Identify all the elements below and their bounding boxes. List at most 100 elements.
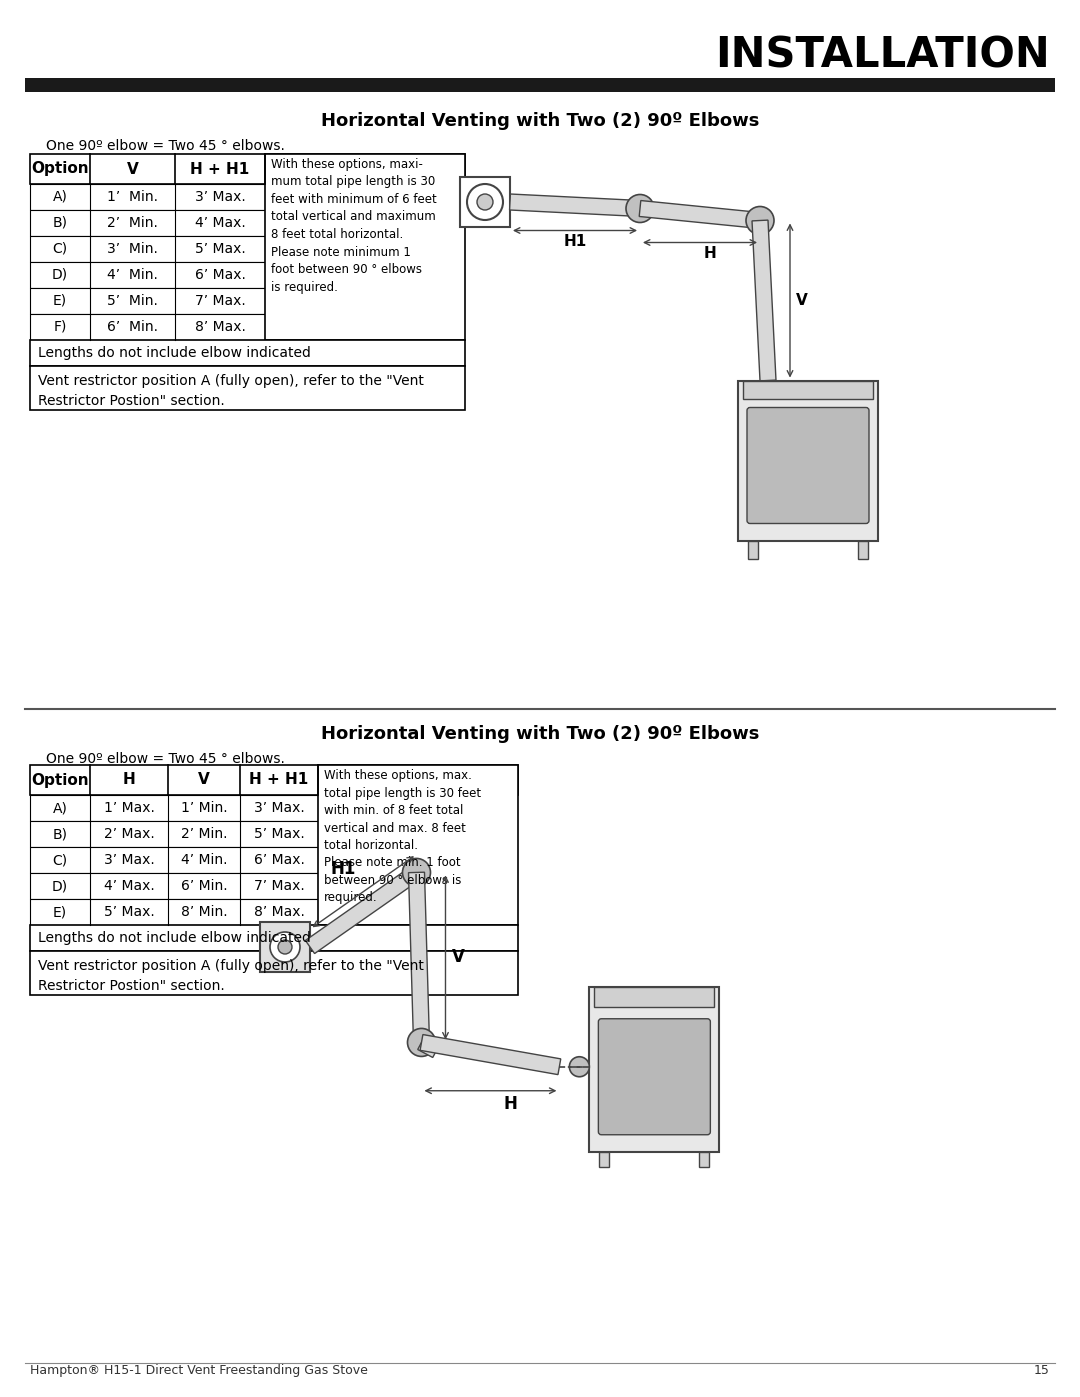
Text: 8’ Min.: 8’ Min. (180, 905, 227, 919)
Text: 6’  Min.: 6’ Min. (107, 320, 158, 334)
Text: V: V (198, 773, 210, 788)
Text: 6’ Max.: 6’ Max. (194, 268, 245, 282)
Circle shape (270, 932, 300, 963)
Text: A): A) (53, 190, 67, 204)
Text: 5’ Max.: 5’ Max. (254, 827, 305, 841)
Text: 2’  Min.: 2’ Min. (107, 217, 158, 231)
Polygon shape (418, 1035, 441, 1058)
Polygon shape (639, 201, 760, 229)
Text: D): D) (52, 268, 68, 282)
Bar (590, 986, 719, 1151)
Circle shape (626, 194, 654, 222)
FancyBboxPatch shape (598, 1018, 711, 1134)
Text: B): B) (53, 827, 67, 841)
Text: Vent restrictor position A (fully open), refer to the "Vent
Restrictor Postion" : Vent restrictor position A (fully open),… (38, 374, 423, 408)
Bar (30, 873, 318, 900)
Text: 5’  Min.: 5’ Min. (107, 293, 158, 307)
Text: E): E) (53, 905, 67, 919)
Text: Option: Option (31, 773, 89, 788)
Circle shape (477, 194, 492, 210)
Text: Option: Option (31, 162, 89, 176)
Bar (260, 922, 310, 972)
Text: 15: 15 (1035, 1363, 1050, 1377)
Text: With these options, max.
total pipe length is 30 feet
with min. of 8 feet total
: With these options, max. total pipe leng… (324, 768, 481, 904)
Text: A): A) (53, 800, 67, 814)
Bar (743, 380, 873, 398)
Text: Vent restrictor position A (fully open), refer to the "Vent
Restrictor Postion" : Vent restrictor position A (fully open),… (38, 958, 423, 993)
Circle shape (746, 207, 774, 235)
Text: Hampton® H15-1 Direct Vent Freestanding Gas Stove: Hampton® H15-1 Direct Vent Freestanding … (30, 1363, 368, 1377)
Polygon shape (408, 872, 430, 1042)
Text: 4’ Max.: 4’ Max. (194, 217, 245, 231)
Text: B): B) (53, 217, 67, 231)
Text: 6’ Max.: 6’ Max. (254, 854, 305, 868)
Text: 7’ Max.: 7’ Max. (194, 293, 245, 307)
Text: 5’ Max.: 5’ Max. (104, 905, 154, 919)
Text: 4’  Min.: 4’ Min. (107, 268, 158, 282)
Text: H: H (123, 773, 135, 788)
Text: 7’ Max.: 7’ Max. (254, 879, 305, 893)
Text: 3’ Max.: 3’ Max. (254, 800, 305, 814)
Text: H: H (503, 1095, 517, 1113)
Bar (30, 951, 518, 995)
Text: 1’  Min.: 1’ Min. (107, 190, 158, 204)
Circle shape (407, 1028, 435, 1056)
Bar (30, 795, 318, 821)
Bar (460, 177, 510, 226)
Circle shape (278, 940, 292, 954)
Text: One 90º elbow = Two 45 ° elbows.: One 90º elbow = Two 45 ° elbows. (45, 752, 284, 766)
Bar (30, 821, 318, 847)
Text: 2’ Min.: 2’ Min. (180, 827, 227, 841)
Text: H1: H1 (330, 859, 356, 877)
Bar (858, 541, 868, 559)
Bar (30, 314, 265, 339)
Text: F): F) (53, 320, 67, 334)
Text: V: V (126, 162, 138, 176)
Text: Lengths do not include elbow indicated: Lengths do not include elbow indicated (38, 930, 311, 944)
Text: 8’ Max.: 8’ Max. (254, 905, 305, 919)
Bar (30, 366, 465, 409)
Text: V: V (796, 293, 808, 307)
Text: V: V (451, 949, 464, 967)
FancyBboxPatch shape (747, 408, 869, 524)
Text: 6’ Min.: 6’ Min. (180, 879, 227, 893)
Text: Horizontal Venting with Two (2) 90º Elbows: Horizontal Venting with Two (2) 90º Elbo… (321, 725, 759, 743)
Circle shape (569, 1056, 590, 1077)
Circle shape (403, 858, 431, 887)
Text: 1’ Min.: 1’ Min. (180, 800, 227, 814)
Text: 5’ Max.: 5’ Max. (194, 242, 245, 256)
Bar (594, 986, 714, 1007)
Text: C): C) (53, 854, 68, 868)
Bar (30, 288, 265, 314)
Bar (700, 1151, 710, 1166)
Polygon shape (510, 194, 640, 217)
Text: Horizontal Venting with Two (2) 90º Elbows: Horizontal Venting with Two (2) 90º Elbo… (321, 112, 759, 130)
Bar (25, 78, 1055, 92)
Bar (30, 236, 265, 263)
Text: 3’  Min.: 3’ Min. (107, 242, 158, 256)
Polygon shape (306, 866, 421, 954)
Bar (30, 766, 518, 795)
Bar (599, 1151, 609, 1166)
Bar (30, 210, 265, 236)
Bar (265, 154, 465, 339)
Bar (318, 766, 518, 925)
Text: 8’ Max.: 8’ Max. (194, 320, 245, 334)
Text: 4’ Max.: 4’ Max. (104, 879, 154, 893)
Text: 2’ Max.: 2’ Max. (104, 827, 154, 841)
Text: INSTALLATION: INSTALLATION (715, 35, 1050, 77)
Text: E): E) (53, 293, 67, 307)
Text: H + H1: H + H1 (249, 773, 309, 788)
Circle shape (467, 184, 503, 219)
Text: One 90º elbow = Two 45 ° elbows.: One 90º elbow = Two 45 ° elbows. (45, 138, 284, 154)
Text: 3’ Max.: 3’ Max. (104, 854, 154, 868)
Bar (30, 339, 465, 366)
Text: H + H1: H + H1 (190, 162, 249, 176)
Polygon shape (752, 221, 777, 381)
Text: 3’ Max.: 3’ Max. (194, 190, 245, 204)
Text: C): C) (53, 242, 68, 256)
Bar (738, 380, 878, 541)
Bar (30, 847, 318, 873)
Text: Lengths do not include elbow indicated: Lengths do not include elbow indicated (38, 346, 311, 360)
Bar (748, 541, 758, 559)
